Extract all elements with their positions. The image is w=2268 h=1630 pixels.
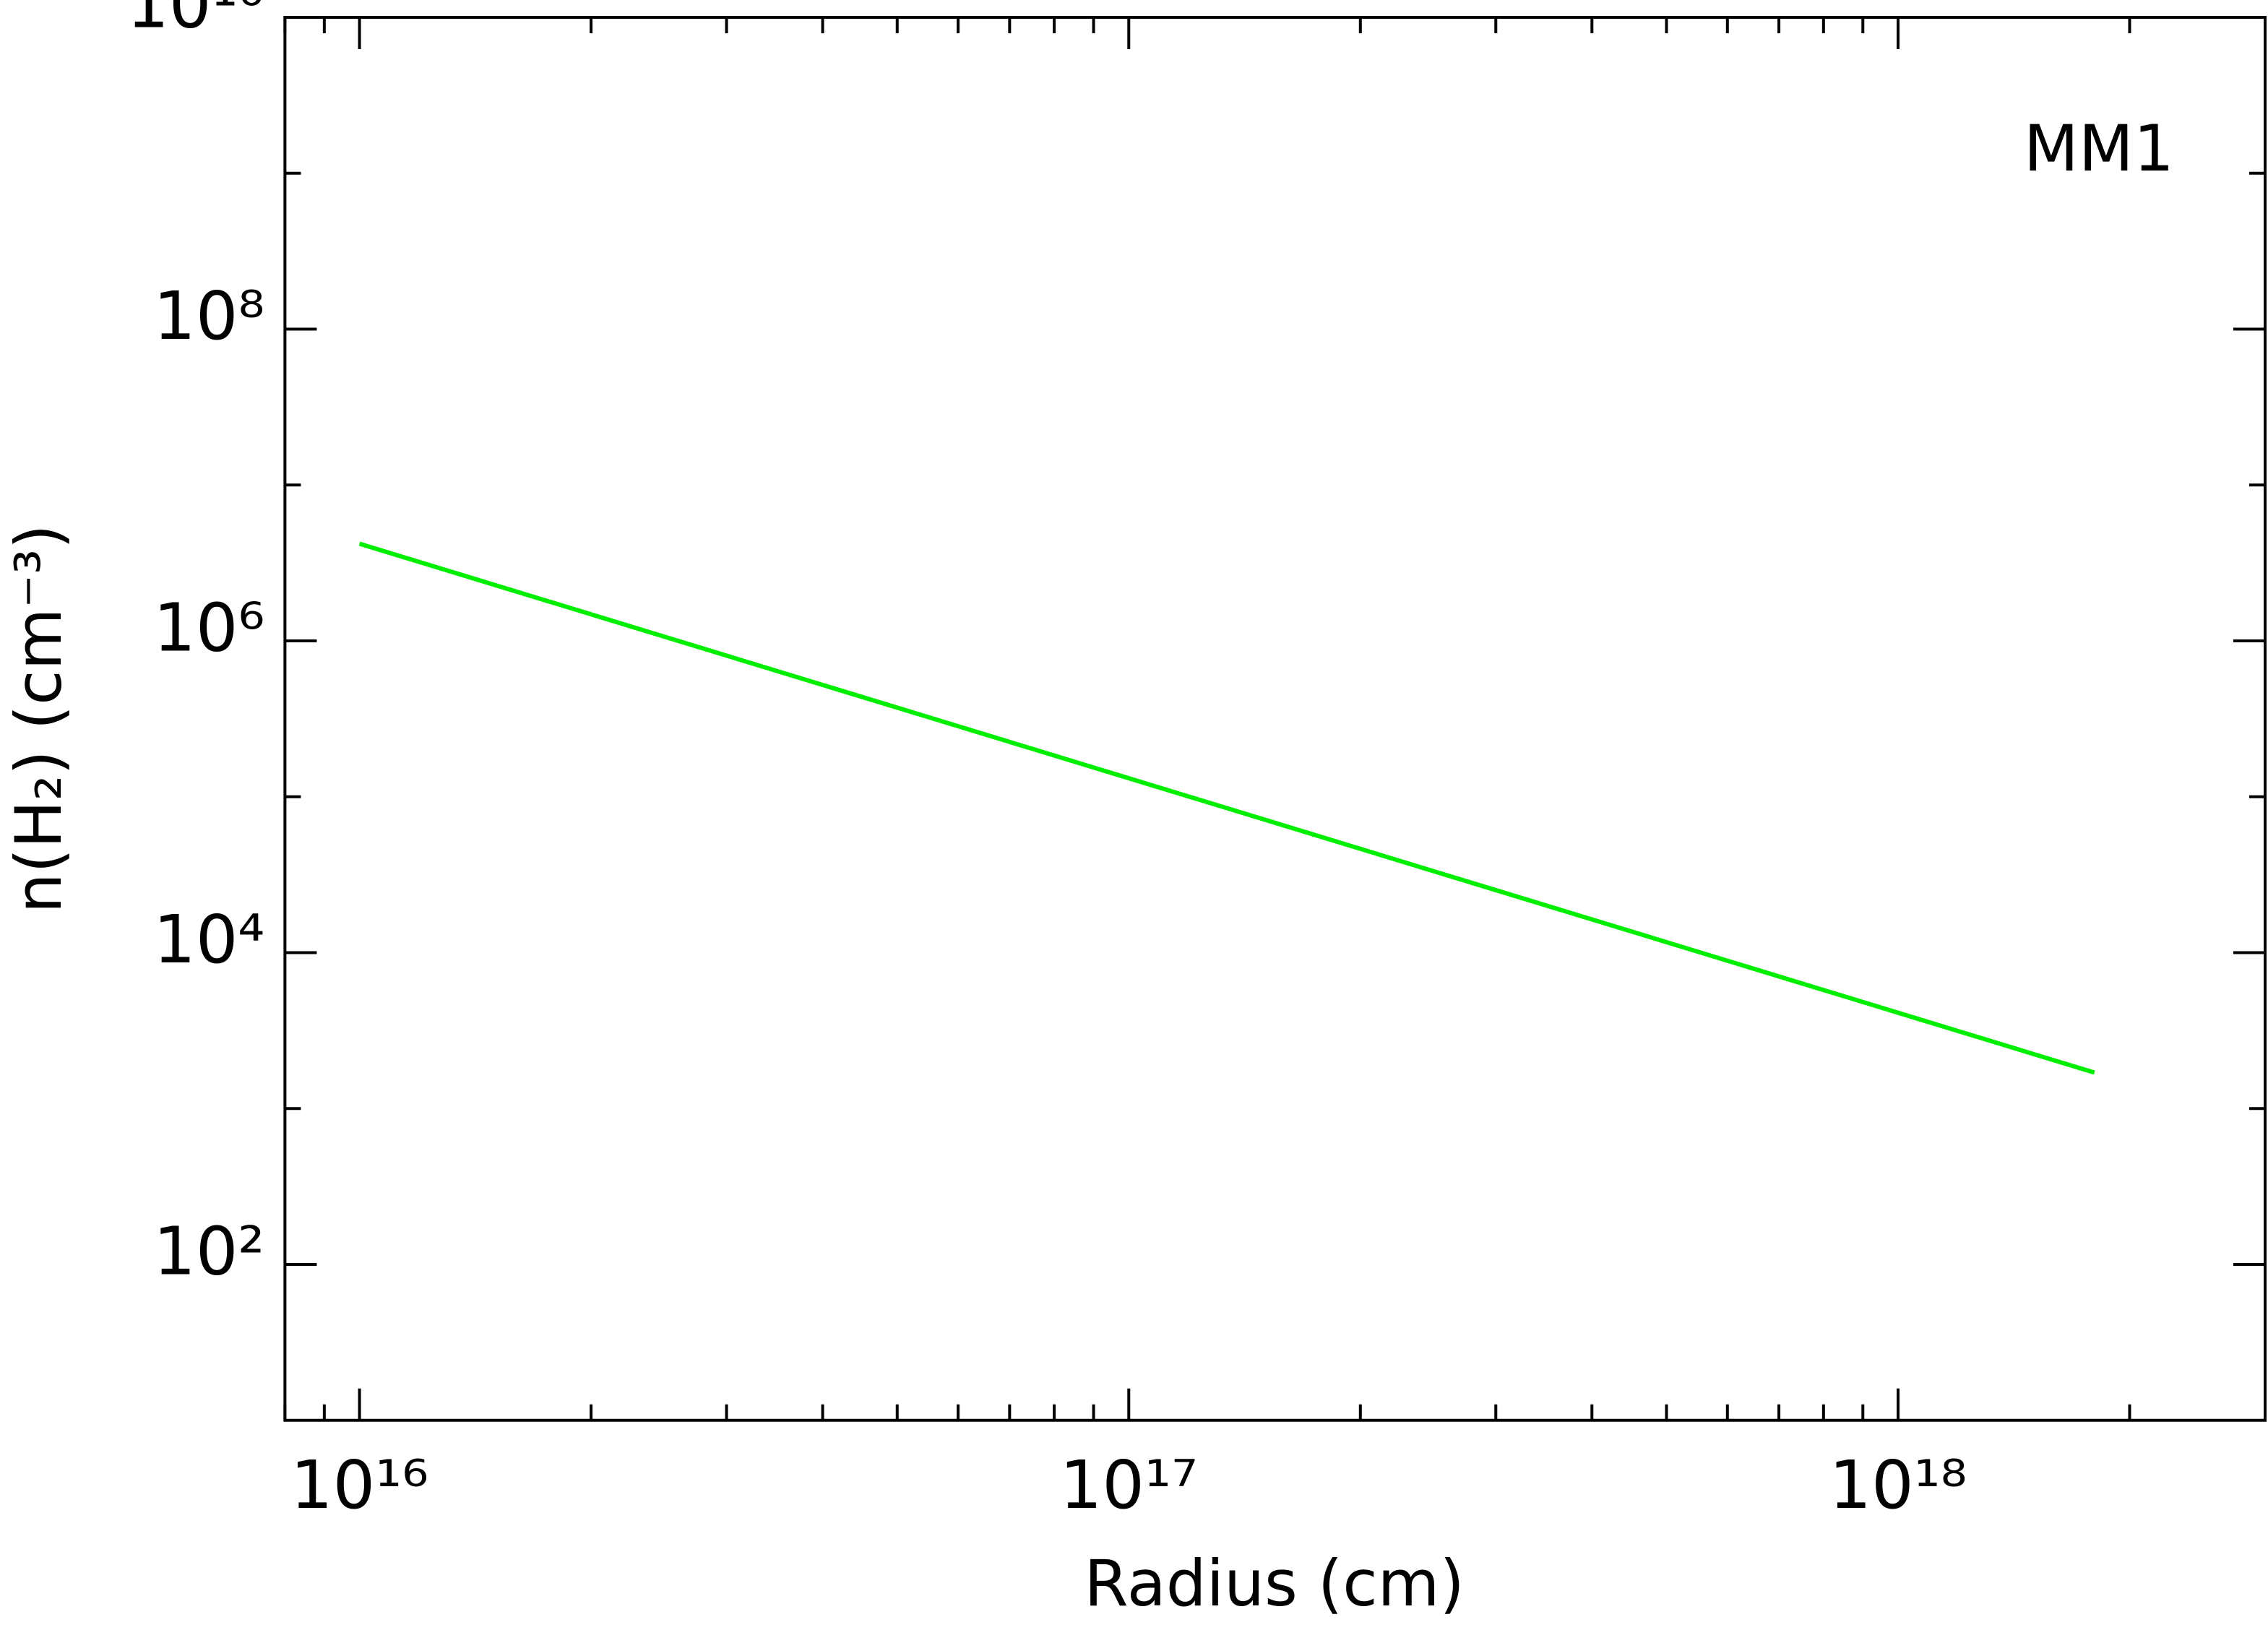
x-tick-label: 10¹⁸ [1829,1446,1967,1524]
data-line [358,541,2095,1075]
x-axis-title: Radius (cm) [1085,1546,1465,1621]
y-tick-label: 10⁶ [153,589,264,666]
annotation: MM1 [2024,111,2174,186]
plot-frame [283,16,2267,1422]
y-axis-title: n(H₂) (cm⁻³) [1,524,76,913]
x-tick-label: 10¹⁷ [1060,1446,1198,1524]
y-tick-label: 10² [153,1212,264,1290]
y-tick-label: 10⁴ [153,901,264,978]
x-tick-label: 10¹⁶ [290,1446,428,1524]
y-tick-label: 10¹⁰ [126,0,264,43]
y-tick-label: 10⁸ [153,277,264,355]
